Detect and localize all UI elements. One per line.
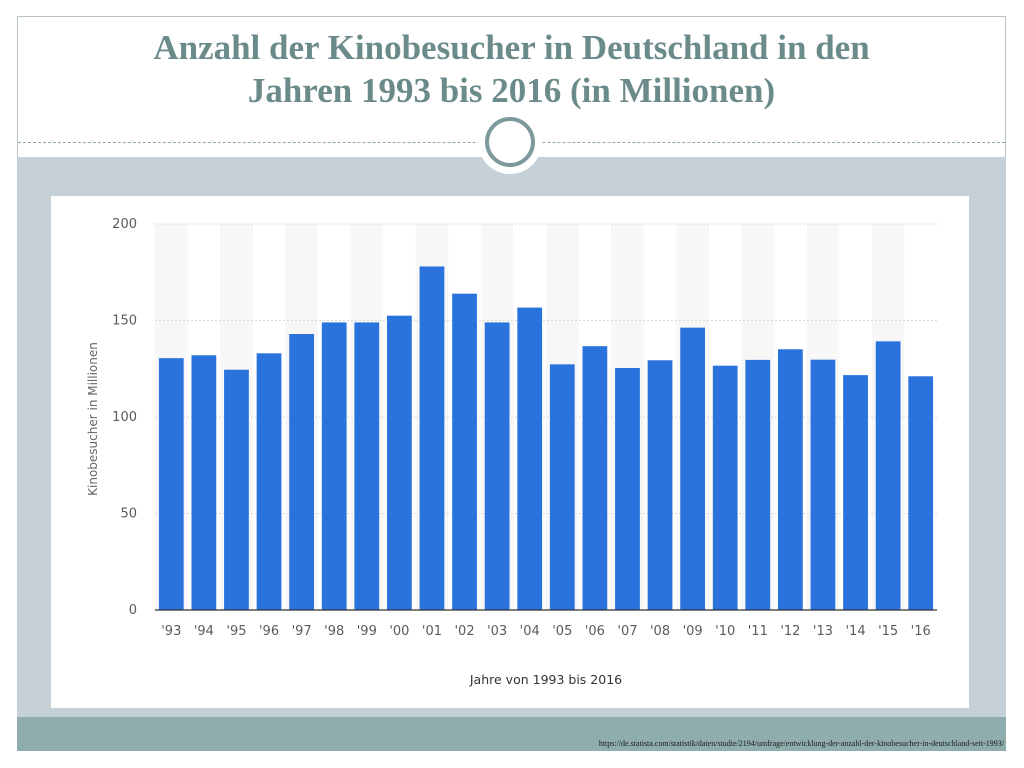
y-tick-label: 100 — [112, 410, 137, 425]
x-tick-label: '12 — [780, 624, 800, 639]
x-tick-label: '98 — [324, 624, 344, 639]
x-tick-label: '01 — [422, 624, 442, 639]
bar-94 — [191, 355, 217, 610]
slide-title: Anzahl der Kinobesucher in Deutschland i… — [153, 28, 870, 110]
x-tick-label: '94 — [194, 624, 214, 639]
footer-band — [17, 717, 1006, 751]
x-tick-label: '11 — [748, 624, 768, 639]
x-axis-label: Jahre von 1993 bis 2016 — [469, 672, 622, 687]
x-tick-label: '13 — [813, 624, 833, 639]
x-tick-label: '99 — [357, 624, 377, 639]
bar-07 — [615, 367, 640, 610]
bar-99 — [354, 322, 380, 610]
bar-10 — [712, 365, 738, 610]
bar-04 — [517, 307, 543, 610]
bar-09 — [680, 327, 706, 610]
y-axis-label: Kinobesucher in Millionen — [86, 342, 100, 496]
source-url[interactable]: https://de.statista.com/statistik/daten/… — [598, 739, 1004, 748]
x-tick-label: '04 — [520, 624, 540, 639]
y-tick-label: 150 — [112, 314, 137, 329]
bar-chart: 0 50 100 150 200 '93 '94 '95 '96 '97 '98 '99 '00 '01 '… — [86, 217, 937, 687]
bar-97 — [289, 334, 315, 610]
x-tick-label: '93 — [161, 624, 181, 639]
y-tick-label: 200 — [112, 217, 137, 232]
x-tick-label: '02 — [454, 624, 474, 639]
x-tick-label: '00 — [389, 624, 409, 639]
bar-96 — [256, 353, 282, 610]
bar-01 — [419, 266, 445, 610]
x-tick-label: '09 — [683, 624, 703, 639]
bar-00 — [386, 315, 412, 610]
x-tick-label: '15 — [878, 624, 898, 639]
bar-12 — [777, 349, 803, 610]
bar-06 — [582, 346, 608, 610]
bar-15 — [875, 341, 901, 610]
divider-ornament-ring — [485, 117, 535, 167]
bar-13 — [810, 359, 836, 610]
x-tick-label: '07 — [617, 624, 637, 639]
x-tick-label: '14 — [845, 624, 865, 639]
x-tick-label: '16 — [911, 624, 931, 639]
chart-card: 0 50 100 150 200 '93 '94 '95 '96 '97 '98 '99 '00 '01 '… — [51, 196, 969, 708]
bar-03 — [484, 322, 510, 610]
x-tick-label: '10 — [715, 624, 735, 639]
bar-05 — [549, 364, 575, 610]
y-tick-label: 0 — [129, 603, 137, 618]
bar-11 — [745, 359, 771, 610]
x-tick-label: '05 — [552, 624, 572, 639]
x-tick-label: '03 — [487, 624, 507, 639]
bar-93 — [158, 358, 184, 610]
bar-95 — [224, 369, 249, 610]
bar-14 — [843, 375, 868, 610]
x-tick-label: '06 — [585, 624, 605, 639]
bar-02 — [452, 293, 477, 610]
bar-16 — [908, 376, 934, 610]
x-tick-label: '96 — [259, 624, 279, 639]
y-tick-label: 50 — [120, 507, 137, 522]
x-tick-label: '97 — [292, 624, 312, 639]
bar-08 — [647, 360, 673, 610]
x-tick-label: '08 — [650, 624, 670, 639]
bar-98 — [321, 322, 347, 610]
x-tick-label: '95 — [226, 624, 246, 639]
